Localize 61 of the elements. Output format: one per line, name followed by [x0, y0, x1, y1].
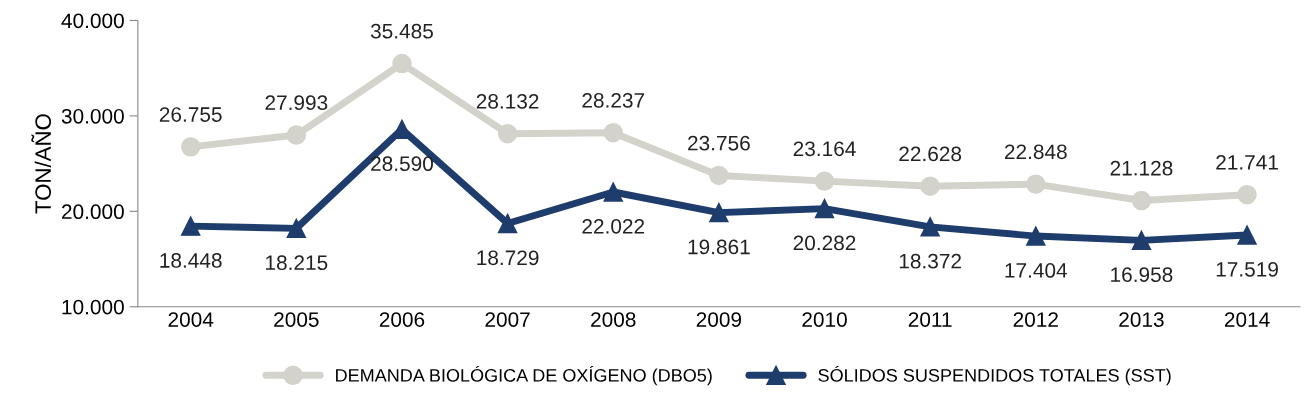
data-label: 22.022	[582, 218, 645, 234]
x-tick-label: 2004	[168, 312, 214, 327]
point	[709, 202, 729, 223]
point	[497, 213, 518, 234]
point	[920, 176, 940, 196]
legend-label: DEMANDA BIOLÓGICA DE OXÍGENO (DBO5)	[336, 365, 712, 386]
point	[603, 122, 623, 143]
data-label: 18.215	[266, 255, 328, 271]
x-tick-label: 2005	[274, 312, 319, 327]
point	[920, 217, 940, 237]
data-label: 17.519	[1216, 261, 1278, 277]
data-label: 21.128	[1110, 160, 1173, 176]
point	[1237, 184, 1257, 205]
data-label: 18.729	[477, 250, 539, 266]
data-label: 23.756	[688, 135, 750, 151]
point	[180, 137, 201, 157]
data-label: 28.237	[582, 92, 645, 108]
data-label: 19.861	[688, 239, 750, 255]
point	[603, 182, 623, 202]
x-tick-label: 2014	[1224, 312, 1270, 327]
point	[1026, 226, 1046, 246]
data-label: 26.755	[159, 107, 222, 122]
x-tick-label: 2010	[802, 312, 847, 327]
y-axis-title: TON/AÑO	[31, 114, 52, 214]
point	[814, 198, 835, 219]
data-label: 23.164	[793, 141, 856, 157]
point	[1131, 230, 1152, 251]
point	[709, 165, 729, 186]
data-label: 22.848	[1004, 144, 1067, 160]
point	[814, 171, 835, 191]
data-label: 27.993	[265, 95, 328, 111]
data-label: 21.741	[1216, 154, 1278, 170]
x-tick-label: 2007	[485, 312, 530, 327]
point	[1026, 174, 1046, 194]
point	[180, 216, 201, 236]
point	[392, 53, 412, 74]
x-tick-label: 2006	[379, 312, 425, 327]
legend-label: SÓLIDOS SUSPENDIDOS TOTALES (SST)	[818, 365, 1171, 386]
data-label: 18.372	[899, 253, 961, 269]
point	[1131, 190, 1152, 211]
x-tick-label: 2008	[591, 312, 636, 327]
point	[286, 125, 307, 145]
data-label: 22.628	[899, 146, 962, 162]
y-tick-label: 30.000	[61, 108, 124, 124]
data-label: 18.448	[160, 253, 222, 268]
y-tick-label: 40.000	[61, 13, 124, 29]
y-tick-label: 20.000	[62, 204, 124, 220]
point	[497, 123, 518, 144]
point	[1237, 225, 1257, 245]
data-label: 28.132	[476, 93, 539, 109]
y-tick-label: 10.000	[62, 299, 124, 315]
point	[286, 218, 307, 239]
x-tick-label: 2011	[908, 312, 952, 327]
data-label: 35.485	[370, 23, 433, 39]
data-label: 28.590	[371, 156, 434, 172]
data-label: 16.958	[1111, 267, 1173, 283]
data-label: 17.404	[1005, 263, 1068, 278]
x-tick-label: 2009	[696, 312, 742, 327]
data-label: 20.282	[793, 235, 856, 251]
x-tick-label: 2012	[1013, 312, 1058, 327]
x-tick-label: 2013	[1119, 312, 1164, 327]
